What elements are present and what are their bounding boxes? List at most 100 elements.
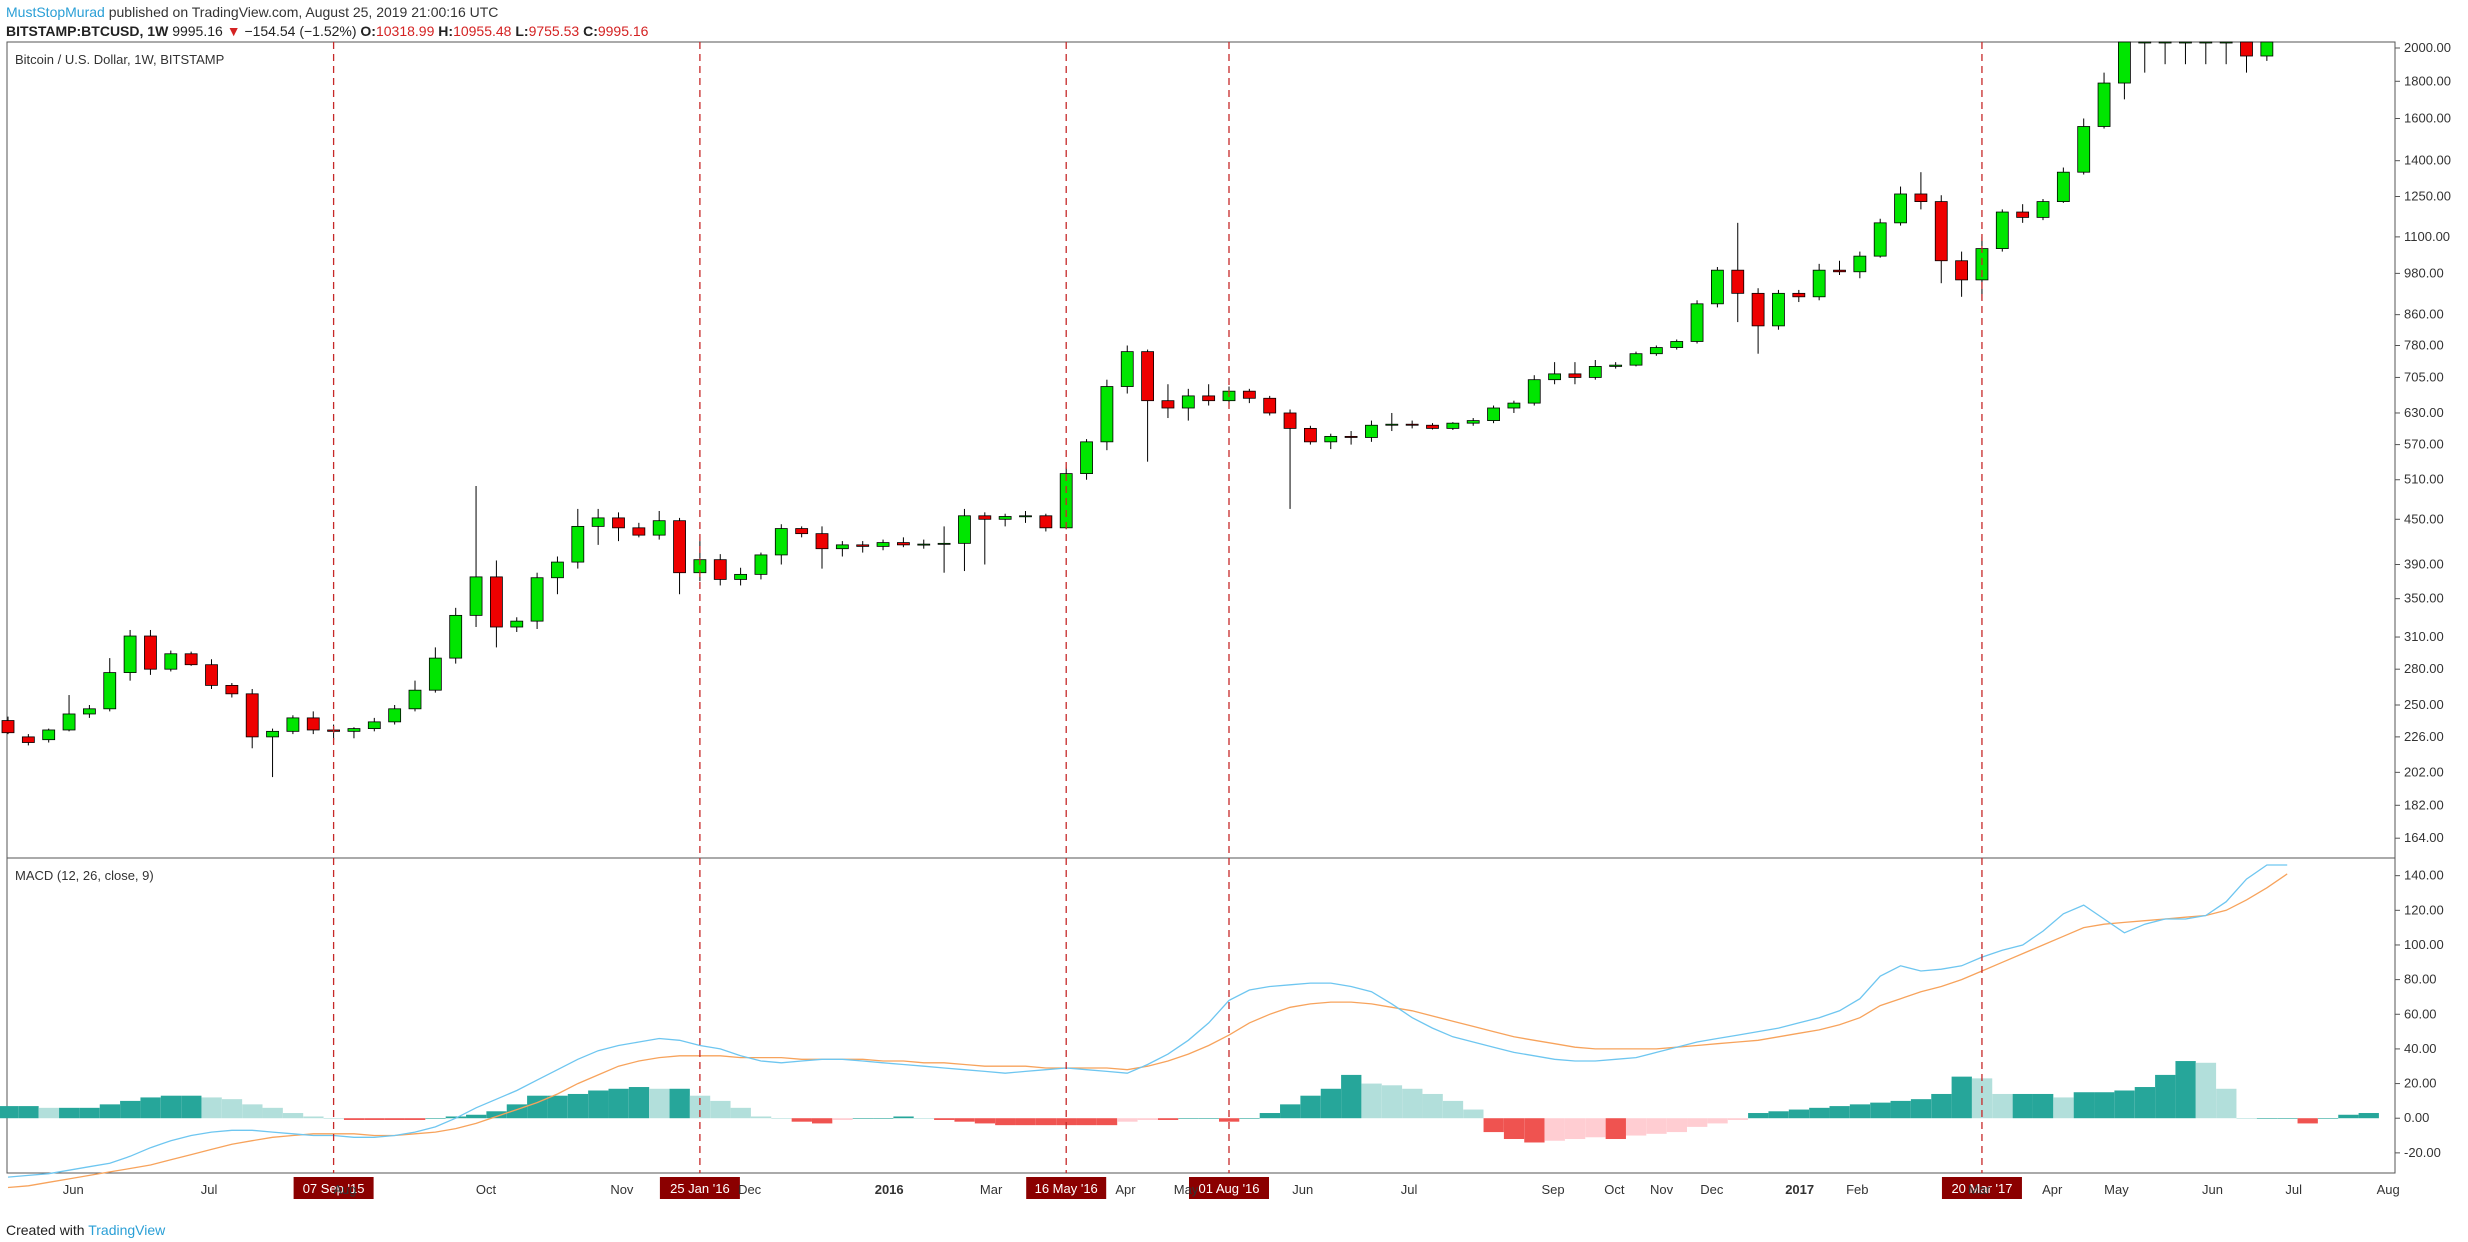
histogram-bar — [303, 1116, 324, 1119]
candle-down — [205, 664, 218, 686]
candle-up — [164, 653, 178, 670]
candle-up — [591, 517, 605, 527]
time-tick-label: Nov — [610, 1182, 634, 1197]
histogram-bar — [486, 1111, 507, 1119]
histogram-bar — [1605, 1118, 1626, 1140]
histogram-bar — [2338, 1114, 2359, 1119]
histogram-bar — [771, 1118, 792, 1119]
candle-down — [1426, 424, 1439, 429]
histogram-bar — [750, 1116, 772, 1119]
histogram-bar — [1015, 1118, 1036, 1126]
histogram-bar — [1564, 1118, 1586, 1140]
histogram-bar — [1463, 1109, 1484, 1119]
histogram-bar — [1503, 1118, 1525, 1140]
candle-up — [2097, 82, 2111, 127]
candle-down — [1263, 397, 1277, 414]
time-tick-label: Jul — [1401, 1182, 1418, 1197]
histogram-bar — [547, 1095, 568, 1119]
marker-date-label: 07 Sep '15 — [303, 1181, 365, 1196]
candle-up — [1995, 211, 2009, 249]
candle-down — [225, 684, 239, 695]
tradingview-logo-link[interactable]: TradingView — [88, 1222, 166, 1238]
time-tick-label: 2016 — [875, 1182, 904, 1197]
candle-down — [1242, 390, 1256, 399]
histogram-bar — [1849, 1104, 1871, 1119]
price-tick-label: 164.00 — [2404, 830, 2444, 845]
candle-up — [428, 657, 442, 691]
histogram-bar — [954, 1118, 975, 1122]
histogram-bar — [1076, 1118, 1097, 1126]
price-tick-label: 510.00 — [2404, 472, 2444, 487]
candle-up — [1853, 255, 1867, 273]
candle-up — [1527, 379, 1541, 404]
price-tick-label: 310.00 — [2404, 629, 2444, 644]
open-label: O: — [360, 23, 376, 39]
candle-up — [2199, 41, 2213, 44]
candle-down — [1955, 260, 1968, 281]
candle-up — [2219, 41, 2233, 44]
histogram-bar — [1931, 1093, 1952, 1119]
histogram-bar — [1035, 1118, 1057, 1126]
histogram-bar — [1137, 1118, 1158, 1120]
macd-tick-label: 0.00 — [2404, 1110, 2429, 1125]
candle-down — [673, 520, 686, 574]
candle-up — [1548, 373, 1561, 381]
histogram-bar — [1951, 1076, 1972, 1119]
macd-tick-label: -20.00 — [2404, 1145, 2441, 1160]
candle-down — [2240, 41, 2253, 57]
candle-up — [1711, 269, 1724, 305]
histogram-bar — [689, 1095, 711, 1119]
macd-tick-label: 120.00 — [2404, 902, 2444, 917]
macd-lines — [7, 864, 2288, 1189]
marker-date-box — [293, 1177, 374, 1199]
histogram-bar — [2358, 1113, 2379, 1119]
histogram-bar — [893, 1116, 914, 1119]
close-label: C: — [583, 23, 598, 39]
candle-down — [1283, 412, 1297, 429]
histogram-bar — [2195, 1062, 2217, 1119]
price-tick-label: 390.00 — [2404, 556, 2444, 571]
candle-up — [83, 708, 96, 715]
candle-up — [2179, 41, 2192, 44]
candle-down — [489, 576, 503, 628]
time-tick-label: Oct — [1604, 1182, 1625, 1197]
histogram-bar — [1992, 1093, 2013, 1119]
histogram-bar — [1117, 1118, 1138, 1122]
marker-date-label: 25 Jan '16 — [670, 1181, 730, 1196]
histogram-bar — [995, 1118, 1016, 1126]
histogram-bar — [1829, 1106, 1850, 1119]
histogram-bar — [1280, 1104, 1301, 1119]
marker-date-box — [659, 1177, 740, 1199]
histogram-bar — [1585, 1118, 1606, 1138]
candle-down — [144, 635, 157, 670]
created-with-text: Created with — [6, 1222, 85, 1238]
histogram-bar — [1198, 1118, 1219, 1119]
published-text: published on TradingView.com, August 25,… — [108, 4, 499, 20]
histogram-bar — [852, 1118, 873, 1119]
macd-pane-title: MACD (12, 26, close, 9) — [15, 868, 154, 883]
candle-up — [2260, 41, 2274, 57]
candle-down — [1304, 427, 1317, 443]
macd-tick-label: 100.00 — [2404, 937, 2444, 952]
histogram-bar — [2033, 1093, 2054, 1119]
candle-down — [21, 736, 35, 743]
candle-down — [815, 533, 829, 550]
time-tick-label: Jun — [63, 1182, 84, 1197]
author-link[interactable]: MustStopMurad — [6, 4, 105, 20]
candle-up — [388, 708, 402, 723]
candle-down — [632, 527, 646, 536]
candle-up — [1100, 386, 1114, 443]
histogram-bar — [873, 1118, 894, 1119]
candle-up — [1385, 423, 1399, 426]
histogram-bar — [791, 1118, 812, 1122]
histogram-bar — [527, 1095, 548, 1119]
histogram-bar — [59, 1107, 80, 1119]
candle-up — [1629, 353, 1643, 366]
time-tick-label: Jul — [201, 1182, 218, 1197]
histogram-bar — [1381, 1085, 1403, 1119]
time-tick-label: Aug — [2377, 1182, 2400, 1197]
price-tick-label: 780.00 — [2404, 337, 2444, 352]
low-label: L: — [515, 23, 529, 39]
histogram-bar — [1666, 1118, 1687, 1133]
